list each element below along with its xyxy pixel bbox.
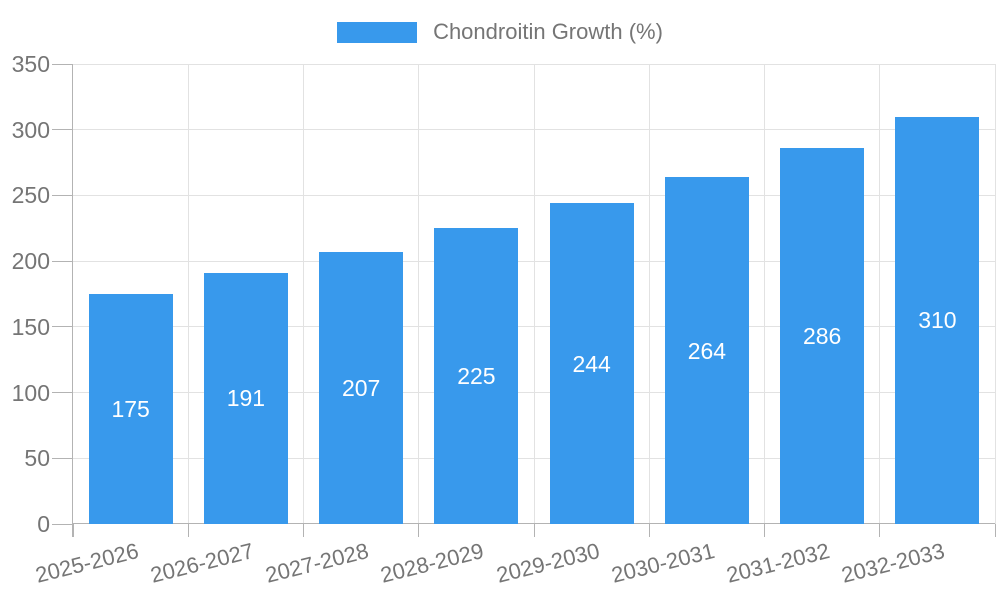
bar-value-label: 207 [341,374,381,401]
bar-value-label: 191 [226,385,266,412]
y-axis-line [72,64,73,537]
y-axis-label: 250 [11,182,50,209]
v-gridline [303,64,304,524]
legend[interactable]: Chondroitin Growth (%) [0,16,1000,48]
x-axis-tick [418,524,420,537]
y-axis-tick [52,194,73,196]
bar-value-label: 310 [918,307,957,334]
y-axis-tick [52,260,73,262]
legend-label: Chondroitin Growth (%) [433,19,663,44]
bar-2027-2028[interactable] [319,251,404,524]
x-axis-tick [533,524,535,537]
x-axis-tick [994,524,996,537]
y-axis-tick [52,326,73,328]
y-axis-label: 300 [11,116,50,143]
bar-2026-2027[interactable] [203,272,288,524]
bar-2025-2026[interactable] [88,294,173,524]
bar-value-label: 286 [802,323,842,350]
x-axis-tick [187,524,189,537]
v-gridline [533,64,535,524]
bar-2029-2030[interactable] [549,203,634,524]
x-axis-line [72,523,995,524]
v-gridline [648,64,650,524]
x-axis-tick [648,524,650,537]
legend-swatch [337,21,418,43]
y-axis-tick [52,129,73,131]
y-axis-label: 350 [11,51,50,77]
x-axis-tick [879,524,881,537]
x-axis-tick [303,524,304,537]
y-axis-tick [52,392,73,394]
v-gridline [187,64,189,524]
y-axis-tick [52,63,73,65]
y-axis-tick [52,457,73,459]
v-gridline [994,64,996,524]
bar-value-label: 225 [457,363,496,390]
bar-value-label: 264 [687,337,727,364]
x-axis-tick [72,524,74,537]
y-axis-label: 50 [24,445,50,472]
bar-2032-2033[interactable] [895,116,980,524]
bar-2028-2029[interactable] [434,228,519,524]
bar-2030-2031[interactable] [664,177,749,524]
bar-value-label: 244 [572,350,611,377]
y-axis-label: 0 [37,511,50,537]
y-axis-label: 200 [11,248,50,275]
v-gridline [418,64,420,524]
bar-value-label: 175 [111,396,150,422]
bar-2031-2032[interactable] [780,148,865,524]
x-axis-tick [764,524,765,537]
v-gridline [764,64,765,524]
v-gridline [879,64,881,524]
y-axis-label: 100 [11,379,50,406]
y-axis-label: 150 [11,313,50,340]
y-axis-tick [52,523,73,525]
